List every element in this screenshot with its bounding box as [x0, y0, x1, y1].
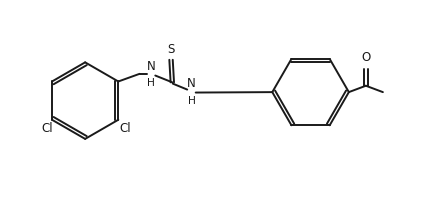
Text: S: S — [168, 43, 175, 56]
Text: Cl: Cl — [41, 122, 53, 135]
Text: N: N — [147, 59, 155, 72]
Text: Cl: Cl — [120, 122, 131, 135]
Text: N: N — [187, 77, 196, 90]
Text: O: O — [361, 51, 371, 64]
Text: H: H — [147, 78, 155, 88]
Text: H: H — [187, 96, 195, 106]
